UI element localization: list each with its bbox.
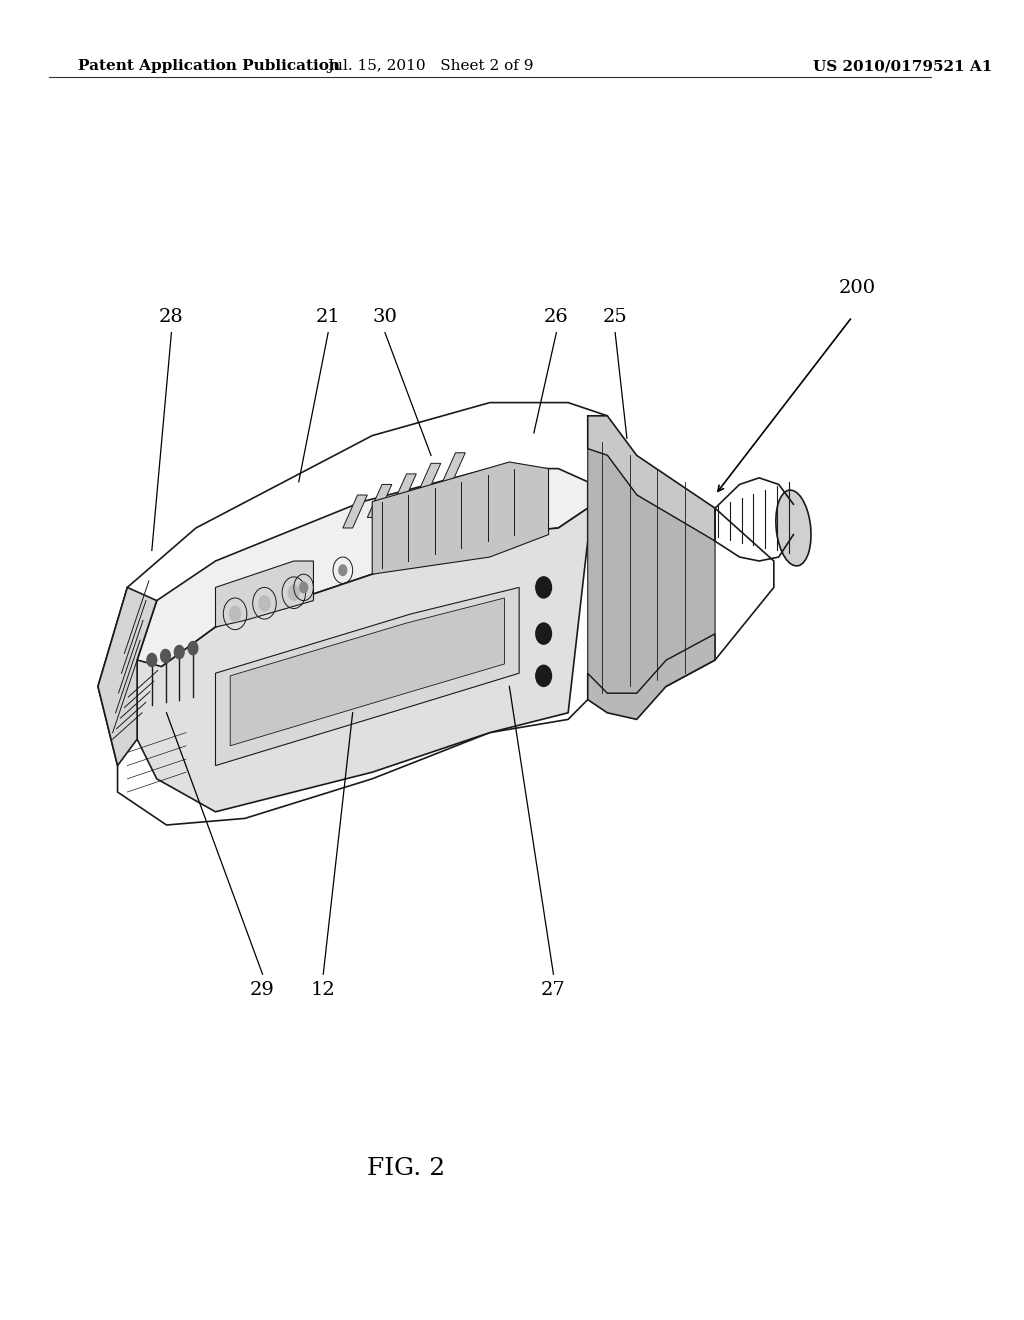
Circle shape <box>536 577 552 598</box>
Text: 30: 30 <box>373 308 397 326</box>
Text: FIG. 2: FIG. 2 <box>368 1156 445 1180</box>
Circle shape <box>536 665 552 686</box>
Text: 200: 200 <box>839 279 876 297</box>
Text: 21: 21 <box>315 308 341 326</box>
Text: US 2010/0179521 A1: US 2010/0179521 A1 <box>813 59 992 74</box>
Text: 12: 12 <box>311 981 336 999</box>
Polygon shape <box>343 495 368 528</box>
Text: 27: 27 <box>541 981 566 999</box>
Polygon shape <box>588 449 715 693</box>
Ellipse shape <box>776 490 811 566</box>
Circle shape <box>259 595 270 611</box>
Polygon shape <box>440 453 465 486</box>
Polygon shape <box>98 587 157 766</box>
Text: Jul. 15, 2010   Sheet 2 of 9: Jul. 15, 2010 Sheet 2 of 9 <box>328 59 535 74</box>
Polygon shape <box>417 463 440 496</box>
Circle shape <box>288 585 300 601</box>
Text: 28: 28 <box>159 308 183 326</box>
Circle shape <box>161 649 170 663</box>
Polygon shape <box>373 462 549 574</box>
Polygon shape <box>368 484 392 517</box>
Circle shape <box>300 582 307 593</box>
Text: 29: 29 <box>250 981 275 999</box>
Circle shape <box>229 606 241 622</box>
Polygon shape <box>215 561 313 627</box>
Circle shape <box>339 565 347 576</box>
Polygon shape <box>230 598 505 746</box>
Polygon shape <box>137 508 588 812</box>
Circle shape <box>174 645 184 659</box>
Polygon shape <box>392 474 417 507</box>
Text: Patent Application Publication: Patent Application Publication <box>79 59 340 74</box>
Text: 26: 26 <box>544 308 568 326</box>
Circle shape <box>536 623 552 644</box>
Polygon shape <box>588 416 715 541</box>
Polygon shape <box>137 469 588 706</box>
Polygon shape <box>215 587 519 766</box>
Text: 25: 25 <box>603 308 628 326</box>
Circle shape <box>188 642 198 655</box>
Circle shape <box>146 653 157 667</box>
Polygon shape <box>588 634 715 719</box>
